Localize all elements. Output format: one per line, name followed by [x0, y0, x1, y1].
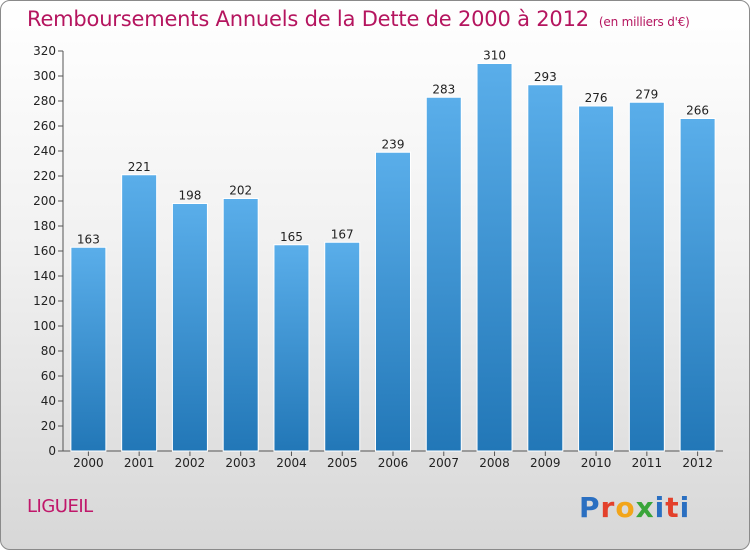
logo-letter: x — [635, 491, 655, 524]
y-tick-label: 280 — [33, 94, 56, 108]
x-tick-label: 2012 — [682, 456, 713, 470]
place-name: LIGUEIL — [27, 496, 93, 517]
y-tick-label: 120 — [33, 294, 56, 308]
y-tick-label: 240 — [33, 144, 56, 158]
x-tick-label: 2008 — [479, 456, 510, 470]
x-tick-label: 2001 — [124, 456, 155, 470]
x-tick-label: 2005 — [327, 456, 358, 470]
x-tick-label: 2002 — [175, 456, 206, 470]
logo-letter: r — [600, 491, 616, 524]
bar — [578, 105, 615, 452]
data-label: 163 — [77, 232, 100, 246]
y-tick-label: 160 — [33, 244, 56, 258]
data-label: 239 — [382, 137, 405, 151]
proxiti-logo[interactable]: Proxiti — [579, 491, 690, 524]
bar — [324, 241, 361, 452]
chart-axes: 0 20 40 60 80 100 120 140 160 180 200 220 240 260 280 3… — [33, 44, 723, 470]
logo-letter: i — [679, 491, 691, 524]
bar — [425, 96, 462, 452]
data-label: 266 — [686, 104, 709, 118]
logo-letter: o — [615, 491, 636, 524]
bar — [273, 244, 310, 452]
y-tick-label: 60 — [41, 369, 56, 383]
y-tick-label: 100 — [33, 319, 56, 333]
bar — [375, 151, 411, 452]
y-tick-label: 200 — [33, 194, 56, 208]
logo-letter: t — [665, 491, 680, 524]
data-label: 221 — [128, 160, 151, 174]
chart-labels: 163 221 198 202 165 167 239 283 310 293 276 279 266 — [77, 49, 709, 247]
y-tick-label: 320 — [33, 44, 56, 58]
y-tick-label: 80 — [41, 344, 56, 358]
data-label: 167 — [331, 227, 354, 241]
data-label: 310 — [483, 49, 506, 63]
chart-title: Remboursements Annuels de la Dette de 20… — [27, 7, 690, 31]
bar — [679, 118, 716, 452]
x-tick-label: 2000 — [73, 456, 104, 470]
data-label: 293 — [534, 70, 557, 84]
bar — [628, 101, 665, 452]
data-label: 165 — [280, 230, 303, 244]
chart-subtitle: (en milliers d'€) — [598, 15, 690, 29]
bar — [70, 246, 107, 452]
chart-title-text: Remboursements Annuels de la Dette de 20… — [27, 7, 589, 31]
y-tick-label: 180 — [33, 219, 56, 233]
y-tick-label: 20 — [41, 419, 56, 433]
y-tick-label: 220 — [33, 169, 56, 183]
y-tick-label: 0 — [48, 444, 56, 458]
x-tick-label: 2004 — [276, 456, 307, 470]
x-tick-label: 2003 — [225, 456, 256, 470]
x-tick-label: 2009 — [530, 456, 561, 470]
y-tick-label: 300 — [33, 69, 56, 83]
x-tick-label: 2007 — [428, 456, 459, 470]
data-label: 198 — [178, 189, 201, 203]
bar — [222, 198, 259, 452]
data-label: 279 — [635, 87, 658, 101]
bar — [121, 174, 158, 452]
x-tick-label: 2011 — [632, 456, 663, 470]
data-label: 202 — [229, 184, 252, 198]
data-label: 283 — [432, 82, 455, 96]
logo-letter: i — [654, 491, 666, 524]
chart-bars — [70, 63, 716, 452]
logo-letter: P — [579, 491, 601, 524]
x-tick-label: 2006 — [378, 456, 409, 470]
x-tick-label: 2010 — [581, 456, 612, 470]
bar — [476, 63, 513, 452]
y-tick-label: 40 — [41, 394, 56, 408]
y-tick-label: 140 — [33, 269, 56, 283]
data-label: 276 — [585, 91, 608, 105]
bar — [527, 84, 564, 452]
bar — [171, 203, 208, 452]
y-tick-label: 260 — [33, 119, 56, 133]
